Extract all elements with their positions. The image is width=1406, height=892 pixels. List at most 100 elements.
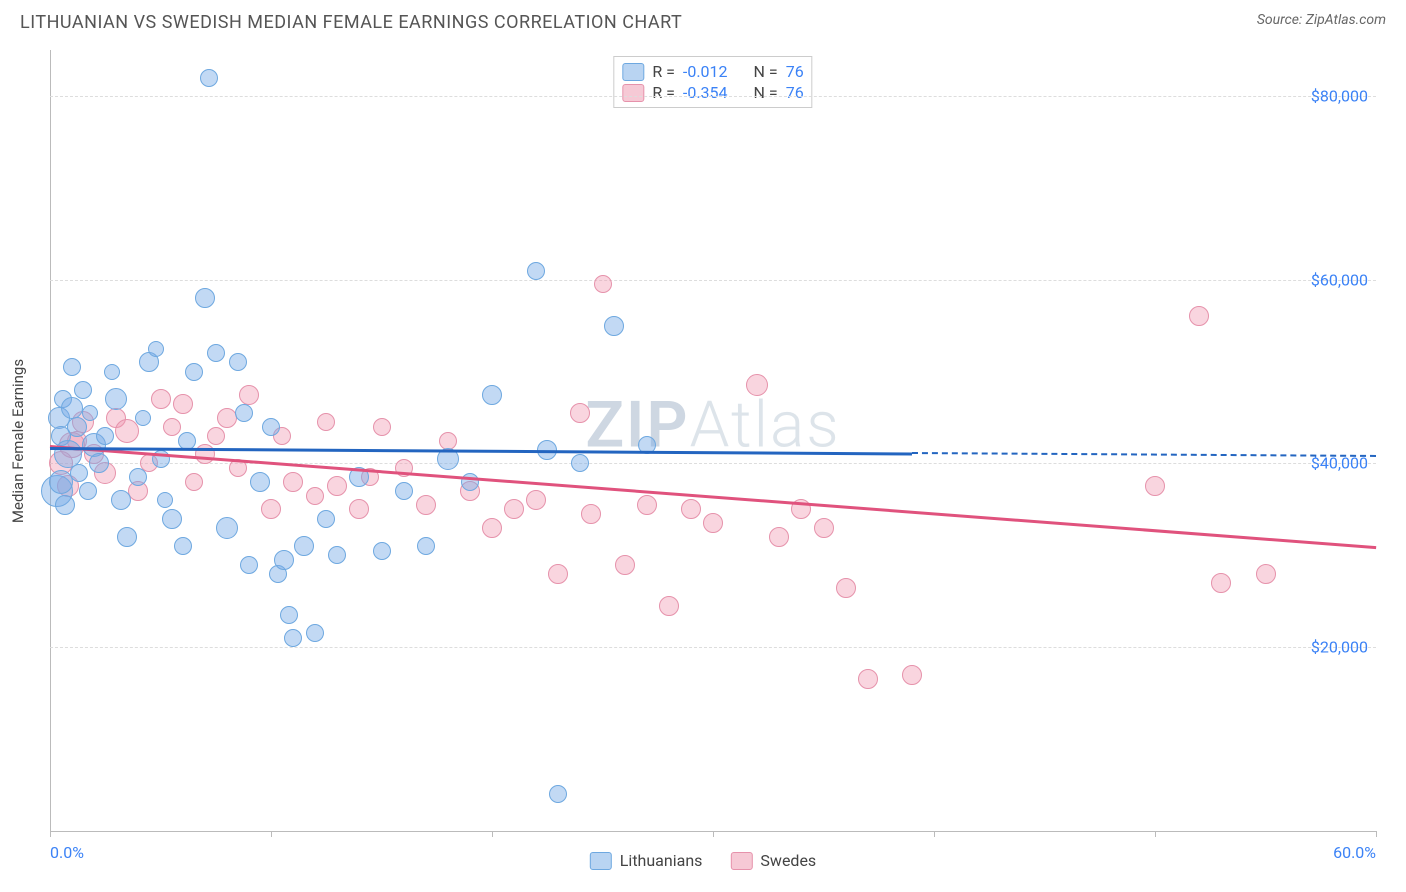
data-point-lithuanians [373, 542, 391, 560]
x-tick [934, 831, 935, 837]
data-point-swedes [207, 427, 225, 445]
source-label: Source: ZipAtlas.com [1257, 12, 1386, 28]
swatch-swedes-icon [622, 84, 644, 102]
data-point-swedes [115, 419, 139, 443]
data-point-swedes [439, 432, 457, 450]
data-point-swedes [482, 518, 502, 538]
data-point-swedes [217, 408, 237, 428]
data-point-swedes [306, 487, 324, 505]
data-point-lithuanians [571, 454, 589, 472]
data-point-swedes [151, 389, 171, 409]
data-point-lithuanians [527, 262, 545, 280]
data-point-swedes [1256, 564, 1276, 584]
x-tick [1155, 831, 1156, 837]
swatch-swedes-icon [730, 852, 752, 870]
data-point-lithuanians [294, 536, 314, 556]
y-axis-line [50, 50, 51, 831]
data-point-swedes [317, 413, 335, 431]
stats-n-label: N = [754, 83, 778, 102]
data-point-lithuanians [111, 490, 131, 510]
legend-item-lithuanians: Lithuanians [590, 851, 703, 870]
stats-n-value-a: 76 [786, 62, 804, 81]
data-point-lithuanians [262, 418, 280, 436]
x-tick [271, 831, 272, 837]
data-point-lithuanians [195, 288, 215, 308]
data-point-lithuanians [129, 468, 147, 486]
data-point-swedes [283, 472, 303, 492]
stats-n-label: N = [754, 62, 778, 81]
data-point-lithuanians [284, 629, 302, 647]
data-point-swedes [548, 564, 568, 584]
x-tick [492, 831, 493, 837]
data-point-lithuanians [96, 427, 114, 445]
x-tick [50, 831, 51, 837]
data-point-lithuanians [482, 385, 502, 405]
stats-legend-row-b: R = -0.354 N = 76 [622, 82, 803, 103]
data-point-lithuanians [207, 344, 225, 362]
stats-r-value-b: -0.354 [683, 83, 728, 102]
trendline-extrapolated [912, 452, 1376, 457]
data-point-lithuanians [63, 358, 81, 376]
data-point-lithuanians [135, 410, 151, 426]
data-point-lithuanians [70, 464, 88, 482]
data-point-lithuanians [216, 517, 238, 539]
trendline [50, 447, 912, 455]
data-point-swedes [681, 499, 701, 519]
data-point-swedes [836, 578, 856, 598]
data-point-swedes [594, 275, 612, 293]
data-point-lithuanians [148, 341, 164, 357]
data-point-lithuanians [306, 624, 324, 642]
gridline-h [50, 280, 1376, 281]
data-point-lithuanians [328, 546, 346, 564]
data-point-swedes [526, 490, 546, 510]
data-point-swedes [373, 418, 391, 436]
data-point-lithuanians [174, 537, 192, 555]
data-point-swedes [504, 499, 524, 519]
legend-label-swedes: Swedes [760, 851, 816, 870]
x-tick [713, 831, 714, 837]
chart-plot-area: Median Female Earnings ZIPAtlas R = -0.0… [50, 50, 1376, 832]
data-point-lithuanians [74, 381, 92, 399]
data-point-swedes [163, 418, 181, 436]
x-tick [1376, 831, 1377, 837]
data-point-lithuanians [55, 495, 75, 515]
data-point-lithuanians [61, 397, 83, 419]
data-point-lithuanians [67, 417, 87, 437]
gridline-h [50, 463, 1376, 464]
data-point-lithuanians [417, 537, 435, 555]
swatch-lithuanians-icon [590, 852, 612, 870]
data-point-lithuanians [395, 482, 413, 500]
data-point-lithuanians [235, 404, 253, 422]
data-point-lithuanians [104, 364, 120, 380]
data-point-lithuanians [280, 606, 298, 624]
data-point-swedes [1211, 573, 1231, 593]
stats-legend-row-a: R = -0.012 N = 76 [622, 61, 803, 82]
data-point-lithuanians [162, 509, 182, 529]
chart-title: LITHUANIAN VS SWEDISH MEDIAN FEMALE EARN… [20, 12, 682, 33]
data-point-swedes [173, 394, 193, 414]
data-point-swedes [349, 499, 369, 519]
data-point-swedes [703, 513, 723, 533]
data-point-lithuanians [604, 316, 624, 336]
data-point-swedes [858, 669, 878, 689]
data-point-lithuanians [89, 453, 109, 473]
data-point-swedes [185, 473, 203, 491]
y-axis-title: Median Female Earnings [9, 358, 27, 522]
data-point-swedes [814, 518, 834, 538]
data-point-swedes [1189, 306, 1209, 326]
stats-r-label: R = [652, 62, 675, 81]
data-point-lithuanians [117, 527, 137, 547]
data-point-swedes [659, 596, 679, 616]
data-point-swedes [769, 527, 789, 547]
stats-legend: R = -0.012 N = 76 R = -0.354 N = 76 [613, 56, 812, 108]
data-point-lithuanians [229, 353, 247, 371]
data-point-lithuanians [105, 388, 127, 410]
data-point-swedes [615, 555, 635, 575]
stats-n-value-b: 76 [786, 83, 804, 102]
data-point-lithuanians [200, 69, 218, 87]
data-point-lithuanians [82, 405, 98, 421]
data-point-swedes [416, 495, 436, 515]
data-point-lithuanians [549, 785, 567, 803]
data-point-swedes [637, 495, 657, 515]
stats-r-label: R = [652, 83, 675, 102]
